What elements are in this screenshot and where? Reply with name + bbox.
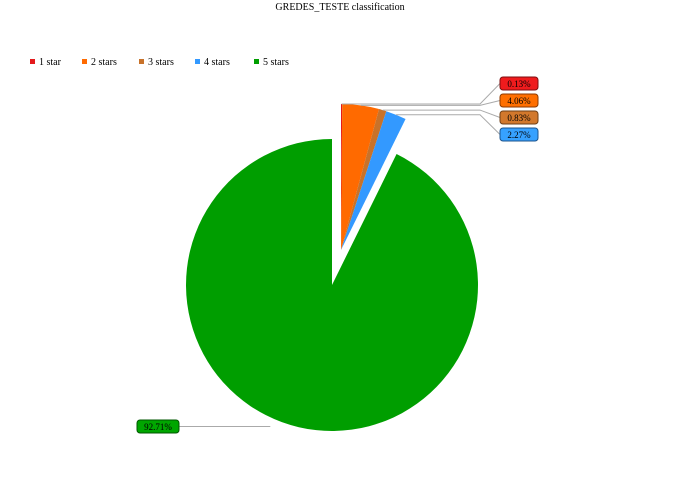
leader-line-4-stars [396, 114, 501, 135]
data-label-box-1-star [499, 76, 539, 91]
data-labels: 0.13% 4.06% 0.83% 2.27% 92.71% [136, 76, 539, 434]
pie-slice-3-stars [341, 109, 387, 250]
legend-label-4-stars: 4 stars [204, 57, 230, 68]
chart-title: GREDES_TESTE classification [275, 2, 404, 13]
pie-slice-1-star [341, 103, 343, 251]
data-label-box-2-stars [499, 93, 539, 108]
data-label-box-5-stars [136, 419, 180, 434]
legend-swatch-1-star [30, 59, 35, 64]
legend-label-3-stars: 3 stars [148, 57, 174, 68]
legend-swatch-4-stars [195, 59, 200, 64]
data-label-3-stars: 0.83% [507, 113, 531, 123]
pie-slice-5-stars [185, 139, 478, 431]
data-label-4-stars: 2.27% [507, 130, 531, 140]
leader-line-2-stars [360, 100, 501, 106]
legend-swatch-3-stars [139, 59, 144, 64]
data-label-box-3-stars [499, 110, 539, 125]
data-label-box-4-stars [499, 127, 539, 142]
legend-swatch-2-stars [82, 59, 87, 64]
leader-line-3-stars [382, 109, 501, 118]
leader-line-1-star [341, 83, 501, 105]
legend-label-2-stars: 2 stars [91, 57, 117, 68]
legend: 1 star 2 stars 3 stars 4 stars 5 stars [30, 57, 289, 68]
data-label-1-star: 0.13% [507, 79, 531, 89]
data-label-2-stars: 4.06% [507, 96, 531, 106]
pie-slice-2-stars [341, 104, 379, 250]
pie-slices [185, 103, 478, 431]
pie-slice-4-stars [341, 111, 406, 250]
data-label-5-stars: 92.71% [144, 422, 172, 432]
legend-label-5-stars: 5 stars [263, 57, 289, 68]
legend-label-1-star: 1 star [39, 57, 62, 68]
legend-swatch-5-stars [254, 59, 259, 64]
